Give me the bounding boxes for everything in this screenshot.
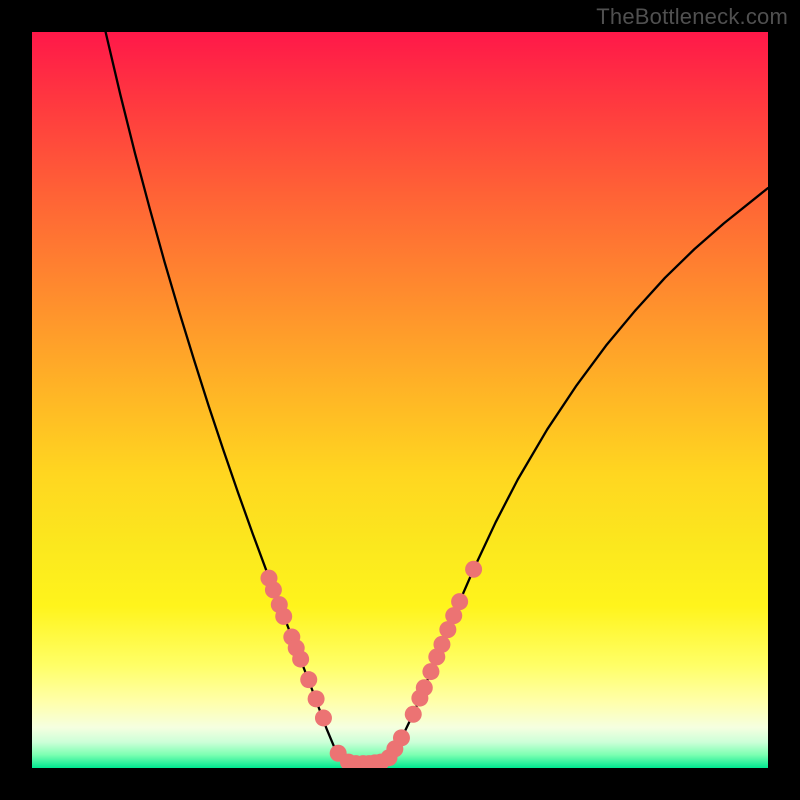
data-marker: [433, 636, 450, 653]
data-marker: [405, 706, 422, 723]
bottleneck-chart: [0, 0, 800, 800]
data-marker: [308, 690, 325, 707]
data-marker: [451, 593, 468, 610]
data-marker: [422, 663, 439, 680]
data-marker: [265, 581, 282, 598]
plot-background: [32, 32, 768, 768]
data-marker: [393, 729, 410, 746]
data-marker: [465, 561, 482, 578]
data-marker: [315, 709, 332, 726]
data-marker: [292, 651, 309, 668]
watermark-text: TheBottleneck.com: [596, 4, 788, 30]
data-marker: [275, 608, 292, 625]
data-marker: [416, 679, 433, 696]
data-marker: [300, 671, 317, 688]
